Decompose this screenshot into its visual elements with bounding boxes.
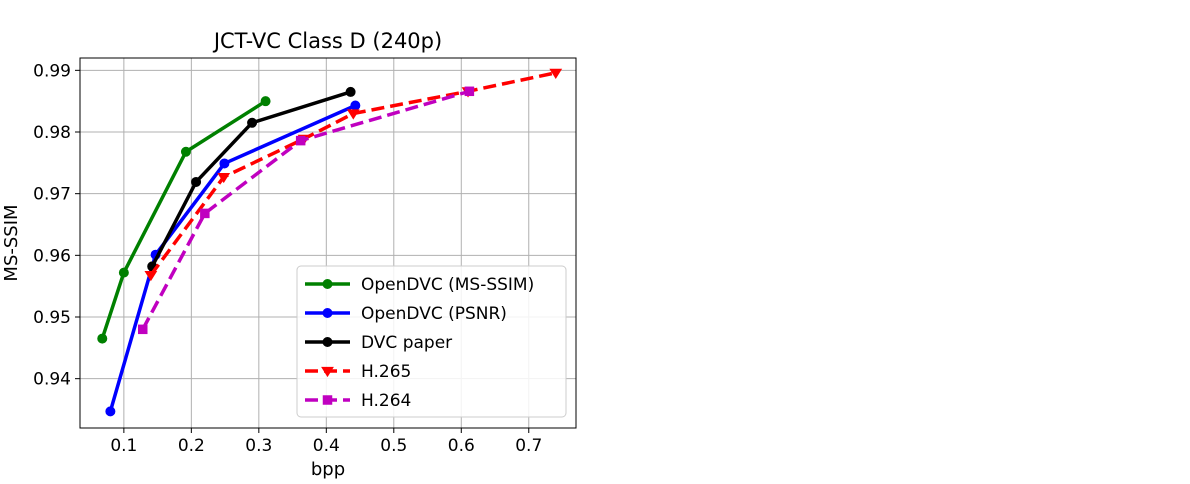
data-point-h-264 bbox=[464, 86, 475, 97]
x-tick-label: 0.4 bbox=[313, 436, 340, 456]
y-tick-label: 0.98 bbox=[33, 123, 71, 143]
plot-frame bbox=[79, 57, 577, 429]
x-tick-label: 0.6 bbox=[448, 436, 475, 456]
data-point-opendvc-ms-ssim bbox=[118, 267, 129, 278]
legend-marker-h-265 bbox=[321, 366, 334, 378]
data-point-h-265 bbox=[217, 172, 231, 184]
legend-marker-h-264 bbox=[322, 395, 333, 405]
tick-layer: 0.1 0.2 0.3 0.4 0.5 0.6 0.7 0.94 0.95 0.96 0.97 0.9… bbox=[33, 61, 542, 456]
data-point-opendvc-ms-ssim bbox=[97, 333, 108, 344]
data-point-h-264 bbox=[138, 324, 148, 335]
y-tick-label: 0.95 bbox=[33, 308, 71, 328]
series-line-h-265 bbox=[149, 71, 557, 277]
x-tick-label: 0.2 bbox=[178, 436, 205, 456]
data-point-opendvc-psnr bbox=[105, 406, 116, 417]
y-tick-label: 0.96 bbox=[33, 246, 71, 266]
data-point-h-265 bbox=[346, 109, 360, 120]
data-point-h-265 bbox=[144, 270, 158, 282]
x-tick-label: 0.7 bbox=[515, 436, 542, 456]
series-layer bbox=[97, 68, 563, 417]
legend-label-opendvc-psnr: OpenDVC (PSNR) bbox=[361, 304, 507, 324]
y-tick-label: 0.99 bbox=[33, 61, 71, 81]
y-tick-label: 0.97 bbox=[33, 185, 71, 205]
x-tick-label: 0.1 bbox=[110, 436, 137, 456]
legend-marker-dvc-paper bbox=[322, 337, 333, 347]
data-point-h-264 bbox=[295, 135, 306, 146]
series-line-opendvc-ms-ssim bbox=[100, 99, 267, 340]
data-point-h-265 bbox=[549, 68, 563, 79]
series-line-dvc-paper bbox=[150, 90, 352, 268]
legend: OpenDVC (MS-SSIM) OpenDVC (PSNR) DVC paper… bbox=[296, 265, 567, 418]
data-point-opendvc-ms-ssim bbox=[260, 96, 271, 107]
legend-marker-opendvc-psnr bbox=[322, 308, 333, 318]
data-point-opendvc-psnr bbox=[219, 158, 230, 169]
legend-label-h-264: H.264 bbox=[361, 391, 411, 411]
series-line-opendvc-psnr bbox=[108, 103, 357, 412]
y-tick-label: 0.94 bbox=[33, 370, 71, 390]
data-point-dvc-paper bbox=[247, 117, 258, 128]
series-line-h-264 bbox=[141, 89, 470, 331]
data-point-dvc-paper bbox=[345, 86, 356, 97]
x-tick-label: 0.3 bbox=[245, 436, 272, 456]
x-axis-label: bpp bbox=[311, 459, 345, 480]
legend-frame bbox=[296, 265, 567, 418]
y-axis-label: MS-SSIM bbox=[1, 204, 22, 281]
legend-marker-opendvc-ms-ssim bbox=[322, 279, 333, 289]
chart-title: JCT-VC Class D (240p) bbox=[212, 29, 442, 53]
data-point-opendvc-ms-ssim bbox=[180, 146, 191, 157]
data-point-opendvc-psnr bbox=[350, 100, 361, 111]
legend-label-h-265: H.265 bbox=[361, 362, 411, 382]
data-point-h-264 bbox=[200, 208, 210, 219]
data-point-dvc-paper bbox=[191, 176, 202, 187]
legend-label-opendvc-ms-ssim: OpenDVC (MS-SSIM) bbox=[361, 275, 534, 295]
x-tick-label: 0.5 bbox=[380, 436, 407, 456]
legend-label-dvc-paper: DVC paper bbox=[361, 333, 452, 353]
